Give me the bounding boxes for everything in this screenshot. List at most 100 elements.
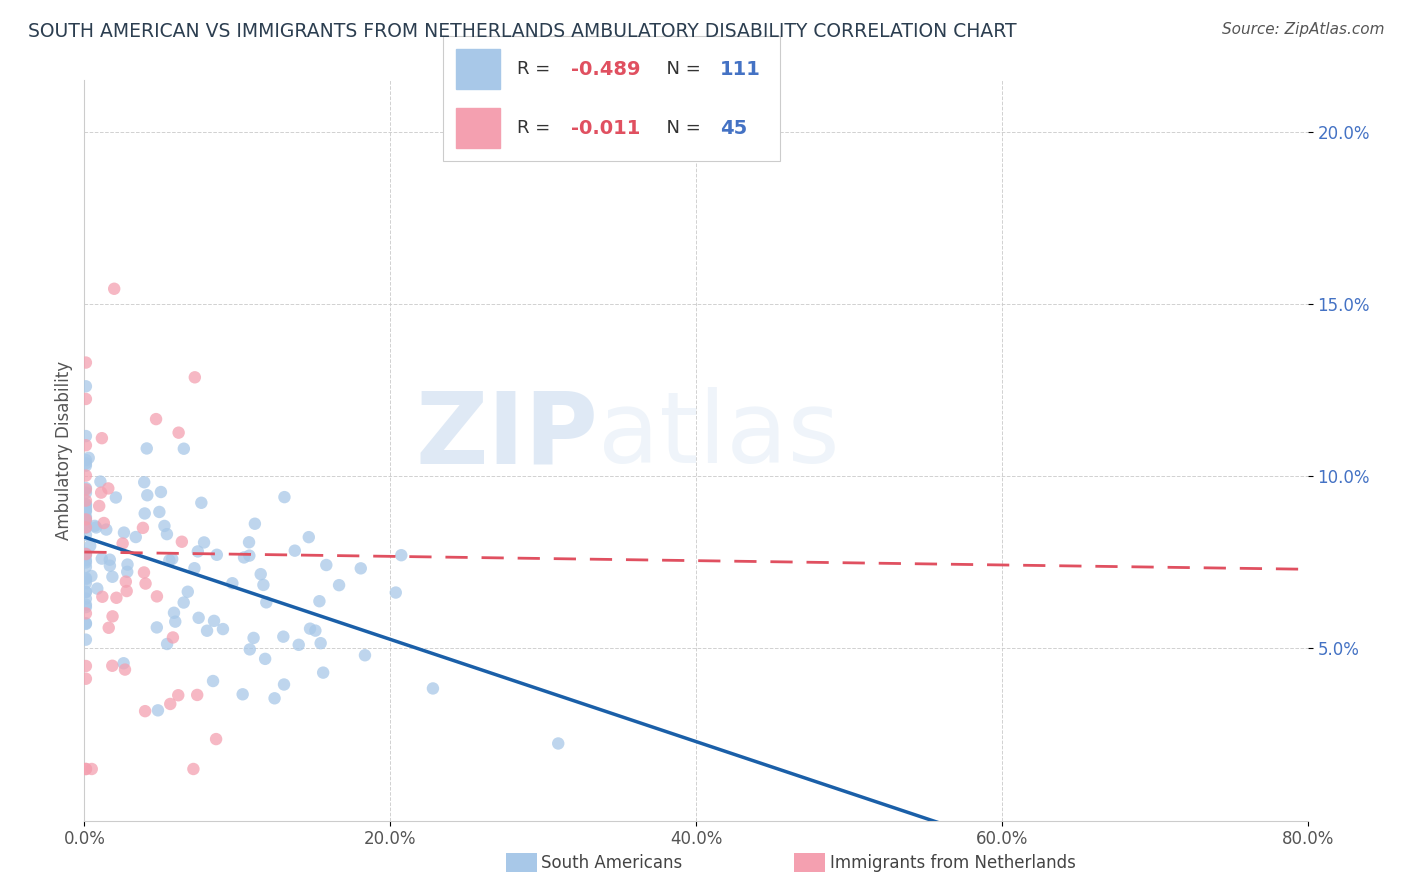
Point xyxy=(233,550,256,565)
Point xyxy=(75,392,97,406)
Point xyxy=(184,370,207,384)
Point xyxy=(75,458,97,473)
Point xyxy=(75,456,97,470)
Point xyxy=(93,516,115,530)
Point xyxy=(350,561,373,575)
Point xyxy=(86,582,108,596)
Point xyxy=(75,547,97,561)
Point xyxy=(354,648,377,663)
Point xyxy=(238,549,260,563)
Point xyxy=(134,475,156,490)
Point xyxy=(115,565,138,579)
Y-axis label: Ambulatory Disability: Ambulatory Disability xyxy=(55,361,73,540)
Point xyxy=(159,697,181,711)
Point xyxy=(89,499,111,513)
Point xyxy=(75,429,97,443)
Point xyxy=(75,575,97,590)
Point xyxy=(186,688,208,702)
Point xyxy=(298,530,321,544)
Point xyxy=(96,523,118,537)
FancyBboxPatch shape xyxy=(443,36,780,161)
Point xyxy=(90,485,112,500)
Point xyxy=(75,498,97,512)
Point xyxy=(132,566,155,580)
Point xyxy=(79,539,101,553)
Point xyxy=(75,672,97,686)
Point xyxy=(167,688,190,702)
Point xyxy=(75,512,97,526)
Point xyxy=(75,509,97,524)
Point xyxy=(146,703,169,717)
Point xyxy=(273,677,295,691)
Point xyxy=(167,425,190,440)
Point xyxy=(135,442,157,456)
Text: 111: 111 xyxy=(720,60,761,78)
Point xyxy=(75,516,97,530)
Point xyxy=(98,552,121,566)
Point xyxy=(273,490,295,504)
Point xyxy=(249,567,271,582)
Point xyxy=(205,548,228,562)
Point xyxy=(205,732,228,747)
Point xyxy=(195,624,218,638)
Point xyxy=(75,632,97,647)
Point xyxy=(315,558,337,572)
Point xyxy=(287,638,309,652)
Point xyxy=(75,379,97,393)
Point xyxy=(187,611,209,625)
Point xyxy=(134,507,156,521)
Point xyxy=(177,584,200,599)
Point xyxy=(304,624,326,638)
Text: 45: 45 xyxy=(720,119,747,137)
Point xyxy=(156,637,179,651)
Text: N =: N = xyxy=(655,120,707,137)
Point xyxy=(163,606,186,620)
Text: N =: N = xyxy=(655,61,707,78)
Bar xyxy=(457,108,501,148)
Point xyxy=(173,595,195,609)
Point xyxy=(101,609,124,624)
Point xyxy=(547,736,569,750)
Text: South Americans: South Americans xyxy=(541,854,682,871)
Point xyxy=(183,762,205,776)
Point xyxy=(75,659,97,673)
Point xyxy=(90,551,112,566)
Point xyxy=(328,578,350,592)
Point xyxy=(153,519,176,533)
Point xyxy=(75,553,97,567)
Point xyxy=(384,585,406,599)
Point xyxy=(75,607,97,621)
Point xyxy=(75,598,97,612)
Point xyxy=(83,519,105,533)
Point xyxy=(75,486,97,500)
Point xyxy=(149,485,172,500)
Point xyxy=(75,549,97,563)
Text: -0.011: -0.011 xyxy=(571,119,641,137)
Point xyxy=(89,475,111,489)
Point xyxy=(75,497,97,511)
Point xyxy=(75,572,97,586)
Point xyxy=(97,621,120,635)
Point xyxy=(90,431,112,445)
Point xyxy=(273,630,295,644)
Point xyxy=(75,560,97,574)
Point xyxy=(146,620,169,634)
Point xyxy=(75,503,97,517)
Point xyxy=(156,527,179,541)
Point xyxy=(75,616,97,631)
Point xyxy=(75,600,97,615)
Point xyxy=(75,547,97,561)
Point xyxy=(125,530,148,544)
Point xyxy=(252,578,274,592)
Point xyxy=(148,505,170,519)
Point xyxy=(312,665,335,680)
Point xyxy=(75,355,97,369)
Point xyxy=(75,520,97,534)
Point xyxy=(173,442,195,456)
Point xyxy=(77,450,100,465)
Point xyxy=(75,571,97,585)
Point xyxy=(239,642,262,657)
Text: -0.489: -0.489 xyxy=(571,60,641,78)
Point xyxy=(75,453,97,467)
Point xyxy=(132,521,155,535)
